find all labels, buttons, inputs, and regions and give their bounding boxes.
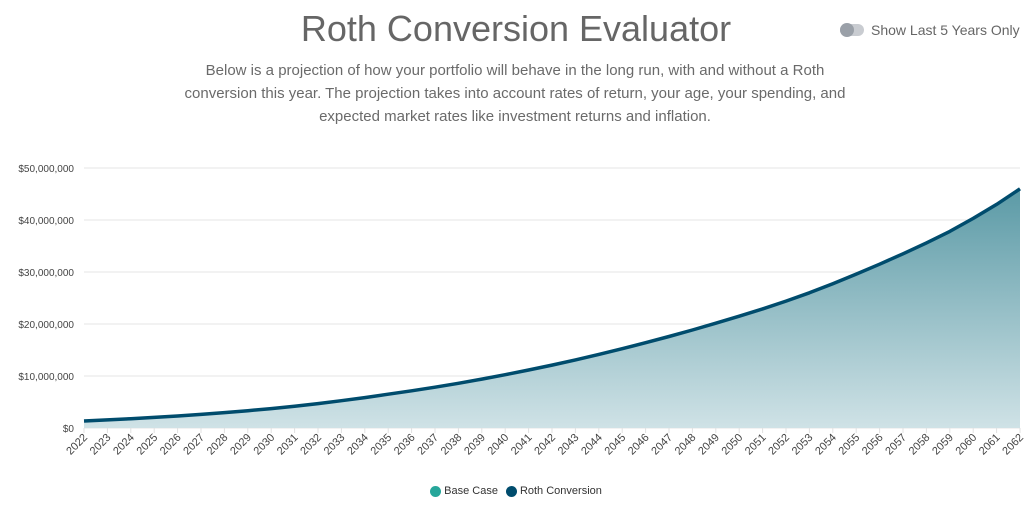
x-tick-label: 2060 xyxy=(954,432,980,458)
x-tick-label: 2057 xyxy=(883,432,909,458)
x-tick-label: 2043 xyxy=(556,432,582,458)
x-tick-label: 2049 xyxy=(696,432,722,458)
portfolio-chart: $0 $10,000,000 $20,000,000 $30,000,000 $40,0… xyxy=(18,164,1026,458)
x-tick-label: 2023 xyxy=(88,432,114,458)
x-tick-label: 2037 xyxy=(415,432,441,458)
x-tick-label: 2048 xyxy=(673,432,699,458)
show-last-5-years-toggle[interactable]: Show Last 5 Years Only xyxy=(840,22,1020,38)
x-tick-label: 2046 xyxy=(626,432,652,458)
x-tick-label: 2041 xyxy=(509,432,535,458)
x-tick-label: 2056 xyxy=(860,432,886,458)
legend-dot-base-case xyxy=(430,485,442,497)
x-tick-label: 2030 xyxy=(252,432,278,458)
x-tick-label: 2051 xyxy=(743,432,769,458)
page-title: Roth Conversion Evaluator xyxy=(300,8,732,49)
x-tick-label: 2044 xyxy=(579,432,605,458)
x-tick-label: 2042 xyxy=(532,432,558,458)
x-tick-label: 2052 xyxy=(766,432,792,458)
x-tick-label: 2047 xyxy=(649,432,675,458)
x-tick-label: 2061 xyxy=(977,432,1003,458)
x-tick-label: 2035 xyxy=(369,432,395,458)
y-tick-label: $30,000,000 xyxy=(18,268,74,279)
y-tick-label: $0 xyxy=(63,424,75,435)
legend-label: Base Case xyxy=(444,485,498,497)
legend-dot-roth-conversion xyxy=(505,485,517,497)
x-tick-label: 2058 xyxy=(907,432,933,458)
toggle-label: Show Last 5 Years Only xyxy=(871,22,1020,38)
chart-legend: Base Case Roth Conversion xyxy=(0,485,1032,497)
x-tick-label: 2050 xyxy=(720,432,746,458)
series-line-roth-conversion xyxy=(83,187,1021,423)
x-tick-label: 2026 xyxy=(158,432,184,458)
x-tick-label: 2055 xyxy=(837,432,863,458)
x-tick-label: 2032 xyxy=(298,432,324,458)
x-tick-label: 2022 xyxy=(64,432,90,458)
x-tick-label: 2028 xyxy=(205,432,231,458)
toggle-knob xyxy=(840,23,854,37)
x-tick-label: 2059 xyxy=(930,432,956,458)
x-tick-label: 2062 xyxy=(1000,432,1026,458)
x-tick-label: 2034 xyxy=(345,432,371,458)
x-tick-label: 2040 xyxy=(486,432,512,458)
y-tick-label: $50,000,000 xyxy=(18,164,74,175)
x-tick-label: 2025 xyxy=(135,432,161,458)
series-area-roth-conversion xyxy=(84,188,1020,428)
y-tick-label: $40,000,000 xyxy=(18,216,74,227)
page-description: Below is a projection of how your portfo… xyxy=(184,62,846,125)
legend-item-roth-conversion[interactable]: Roth Conversion xyxy=(505,485,602,497)
x-tick-label: 2045 xyxy=(603,432,629,458)
x-tick-label: 2036 xyxy=(392,432,418,458)
x-tick-label: 2024 xyxy=(111,432,137,458)
x-tick-label: 2053 xyxy=(790,432,816,458)
x-tick-label: 2038 xyxy=(439,432,465,458)
x-tick-label: 2033 xyxy=(322,432,348,458)
x-tick-label: 2031 xyxy=(275,432,301,458)
legend-label: Roth Conversion xyxy=(519,485,602,497)
x-tick-label: 2029 xyxy=(228,432,254,458)
x-tick-label: 2054 xyxy=(813,432,839,458)
x-tick-label: 2027 xyxy=(181,432,207,458)
toggle-switch[interactable] xyxy=(840,23,864,37)
legend-item-base-case[interactable]: Base Case xyxy=(430,485,498,497)
x-tick-label: 2039 xyxy=(462,432,488,458)
y-tick-label: $10,000,000 xyxy=(18,372,74,383)
y-tick-label: $20,000,000 xyxy=(18,320,74,331)
